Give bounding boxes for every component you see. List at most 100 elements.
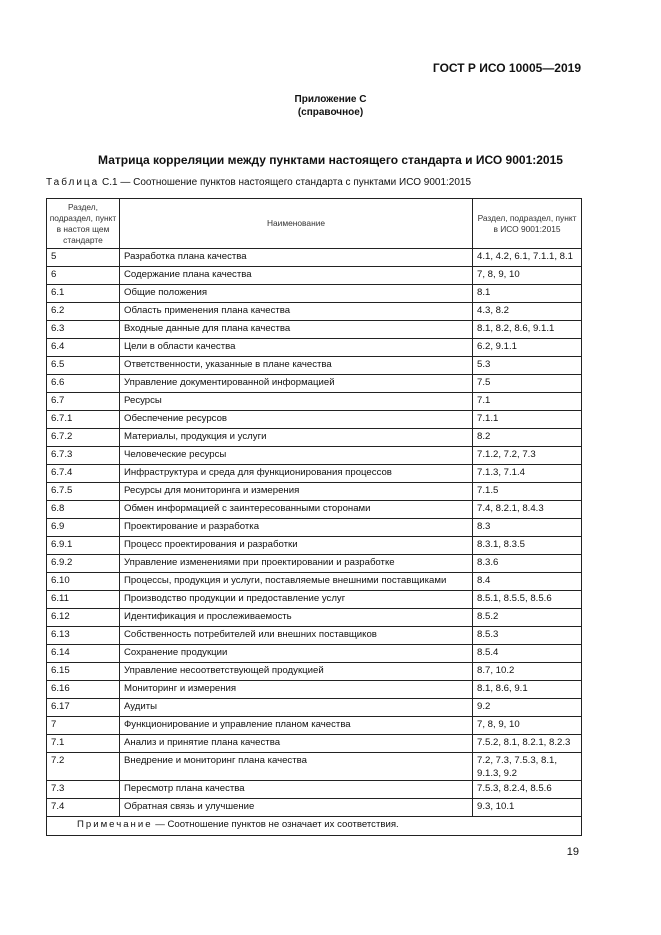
table-row: 7.3 Пересмотр плана качества 7.5.3, 8.2.4,… [46,780,582,799]
title-cell: Ресурсы [119,392,473,411]
title-cell: Анализ и принятие плана качества [119,734,473,753]
clause-cell: 6.1 [46,284,120,303]
table-row: 6.2 Область применения плана качества 4.3,… [46,302,582,321]
clause-cell: 7.2 [46,752,120,781]
iso-clause-cell: 8.5.4 [472,644,582,663]
table-note-row: Примечание — Соотношение пунктов не озна… [46,816,582,836]
correlation-table: Раздел, подраздел, пункт в настоя щем ст… [46,198,582,836]
appendix-title: Приложение С [294,94,367,105]
clause-cell: 6.7 [46,392,120,411]
title-cell: Управление несоответствующей продукцией [119,662,473,681]
title-cell: Мониторинг и измерения [119,680,473,699]
iso-clause-cell: 6.2, 9.1.1 [472,338,582,357]
iso-clause-cell: 8.2 [472,428,582,447]
table-caption: Таблица С.1 — Соотношение пунктов настоя… [46,177,471,188]
table-row: 6.9.2 Управление изменениями при проектир… [46,554,582,573]
iso-clause-cell: 8.1 [472,284,582,303]
table-row: 6.1 Общие положения 8.1 [46,284,582,303]
table-row: 6 Содержание плана качества 7, 8, 9, 10 [46,266,582,285]
clause-cell: 6.10 [46,572,120,591]
note-prefix: Примечание [77,819,153,830]
title-cell: Входные данные для плана качества [119,320,473,339]
page-number: 19 [566,846,579,858]
iso-clause-cell: 9.2 [472,698,582,717]
table-row: 6.7.1 Обеспечение ресурсов 7.1.1 [46,410,582,429]
table-row: 6.4 Цели в области качества 6.2, 9.1.1 [46,338,582,357]
iso-clause-cell: 8.1, 8.2, 8.6, 9.1.1 [472,320,582,339]
title-cell: Ресурсы для мониторинга и измерения [119,482,473,501]
table-row: 6.15 Управление несоответствующей продукц… [46,662,582,681]
table-row: 6.6 Управление документированной информац… [46,374,582,393]
header-cell: Раздел, подраздел, пункт в настоя щем ст… [46,198,120,249]
title-cell: Функционирование и управление планом кач… [119,716,473,735]
title-cell: Процессы, продукция и услуги, поставляем… [119,572,473,591]
clause-cell: 6.13 [46,626,120,645]
clause-cell: 6.12 [46,608,120,627]
clause-cell: 6.9.1 [46,536,120,555]
clause-cell: 7 [46,716,120,735]
clause-cell: 6.2 [46,302,120,321]
clause-cell: 6.5 [46,356,120,375]
appendix-subtitle: (справочное) [297,107,364,118]
clause-cell: 6.7.3 [46,446,120,465]
iso-clause-cell: 7.1.2, 7.2, 7.3 [472,446,582,465]
iso-clause-cell: 8.3.6 [472,554,582,573]
title-cell: Управление изменениями при проектировани… [119,554,473,573]
table-row: 6.7.3 Человеческие ресурсы 7.1.2, 7.2, 7.3 [46,446,582,465]
clause-cell: 6.7.2 [46,428,120,447]
table-row: 6.9 Проектирование и разработка 8.3 [46,518,582,537]
header-cell: Наименование [119,198,473,249]
iso-clause-cell: 7.1 [472,392,582,411]
title-cell: Управление документированной информацией [119,374,473,393]
header-cell: Раздел, подраздел, пункт в ИСО 9001:2015 [472,198,582,249]
title-cell: Материалы, продукция и услуги [119,428,473,447]
table-row: 5 Разработка плана качества 4.1, 4.2, 6.1,… [46,248,582,267]
iso-clause-cell: 9.3, 10.1 [472,798,582,817]
section-heading: Матрица корреляции между пунктами настоя… [98,153,563,167]
title-cell: Идентификация и прослеживаемость [119,608,473,627]
title-cell: Внедрение и мониторинг плана качества [119,752,473,781]
table-row: 6.3 Входные данные для плана качества 8.1,… [46,320,582,339]
clause-cell: 6.17 [46,698,120,717]
title-cell: Разработка плана качества [119,248,473,267]
table-row: 6.7.2 Материалы, продукция и услуги 8.2 [46,428,582,447]
title-cell: Сохранение продукции [119,644,473,663]
clause-cell: 6.14 [46,644,120,663]
table-row: 6.13 Собственность потребителей или внешн… [46,626,582,645]
title-cell: Производство продукции и предоставление … [119,590,473,609]
title-cell: Обеспечение ресурсов [119,410,473,429]
table-row: 6.7.5 Ресурсы для мониторинга и измерения… [46,482,582,501]
clause-cell: 6.11 [46,590,120,609]
clause-cell: 6.16 [46,680,120,699]
table-row: 6.14 Сохранение продукции 8.5.4 [46,644,582,663]
title-cell: Аудиты [119,698,473,717]
clause-cell: 6.7.5 [46,482,120,501]
title-cell: Человеческие ресурсы [119,446,473,465]
iso-clause-cell: 8.5.1, 8.5.5, 8.5.6 [472,590,582,609]
caption-prefix: Таблица [46,177,100,188]
note-text: — Соотношение пунктов не означает их соо… [152,819,399,830]
table-row: 6.16 Мониторинг и измерения 8.1, 8.6, 9.1 [46,680,582,699]
title-cell: Обратная связь и улучшение [119,798,473,817]
clause-cell: 6.4 [46,338,120,357]
table-row: 6.11 Производство продукции и предоставле… [46,590,582,609]
clause-cell: 7.3 [46,780,120,799]
iso-clause-cell: 8.3 [472,518,582,537]
clause-cell: 7.4 [46,798,120,817]
iso-clause-cell: 8.5.2 [472,608,582,627]
caption-text: С.1 — Соотношение пунктов настоящего ста… [102,177,472,188]
iso-clause-cell: 8.3.1, 8.3.5 [472,536,582,555]
iso-clause-cell: 7.5.2, 8.1, 8.2.1, 8.2.3 [472,734,582,753]
table-row: 6.7 Ресурсы 7.1 [46,392,582,411]
clause-cell: 6.7.1 [46,410,120,429]
table-row: 6.7.4 Инфраструктура и среда для функцион… [46,464,582,483]
iso-clause-cell: 8.5.3 [472,626,582,645]
title-cell: Цели в области качества [119,338,473,357]
iso-clause-cell: 4.1, 4.2, 6.1, 7.1.1, 8.1 [472,248,582,267]
standard-number: ГОСТ Р ИСО 10005—2019 [432,61,581,75]
table-row: 6.5 Ответственности, указанные в плане ка… [46,356,582,375]
clause-cell: 6.15 [46,662,120,681]
iso-clause-cell: 8.4 [472,572,582,591]
clause-cell: 6.8 [46,500,120,519]
clause-cell: 6 [46,266,120,285]
